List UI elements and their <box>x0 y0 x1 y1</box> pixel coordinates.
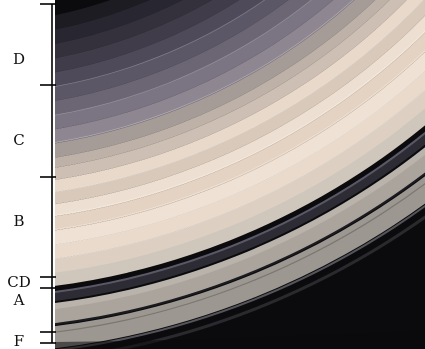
ring-label-cassini-division: CD <box>7 273 31 291</box>
ring-label-b: B <box>13 212 25 230</box>
ring-label-f: F <box>13 332 25 349</box>
space-lower-edge <box>55 330 425 349</box>
ring-brackets <box>40 3 56 344</box>
ring-label-d: D <box>12 50 26 68</box>
ring-label-a: A <box>13 291 25 309</box>
ring-label-c: C <box>13 131 25 149</box>
